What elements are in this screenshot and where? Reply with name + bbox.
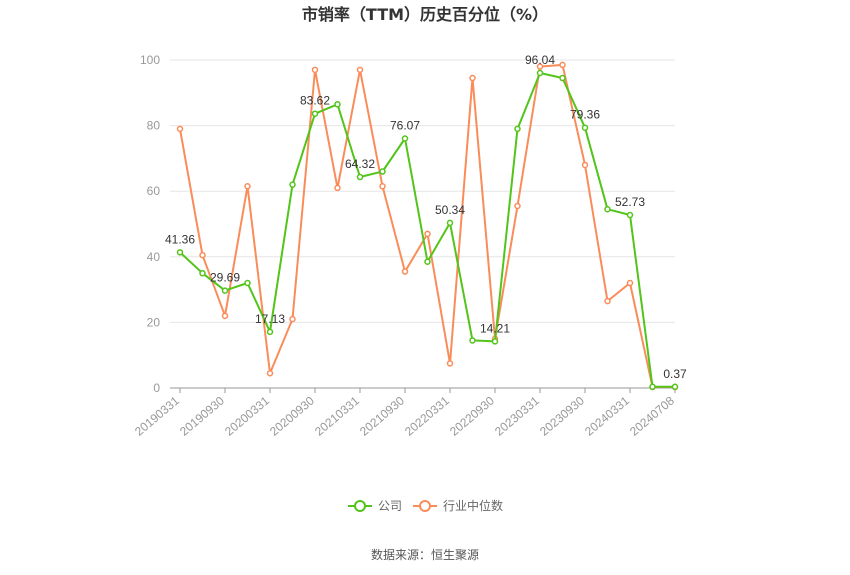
data-label: 29.69 xyxy=(210,271,240,285)
company-point[interactable] xyxy=(514,125,521,133)
x-tick-label: 20240331 xyxy=(582,393,632,438)
y-tick-label: 100 xyxy=(140,53,160,67)
data-label: 50.34 xyxy=(435,203,465,217)
industry-median-point[interactable] xyxy=(559,61,566,69)
industry-median-point[interactable] xyxy=(266,369,274,377)
company-point[interactable] xyxy=(289,181,296,188)
company-point[interactable] xyxy=(671,383,679,391)
company-point[interactable] xyxy=(176,249,184,256)
company-point[interactable] xyxy=(311,110,319,117)
y-tick-label: 20 xyxy=(147,315,161,329)
company-point[interactable] xyxy=(244,279,251,287)
data-labels: 41.36 29.69 17.13 83.62 64.32 76.07 50.34 14.21… xyxy=(165,53,687,381)
data-label: 79.36 xyxy=(570,108,600,122)
data-label: 17.13 xyxy=(255,312,285,326)
legend[interactable]: 公司 行业中位数 xyxy=(348,498,503,513)
company-point[interactable] xyxy=(266,328,274,336)
data-label: 14.21 xyxy=(480,321,510,335)
company-point[interactable] xyxy=(199,269,206,277)
x-tick-label: 20190930 xyxy=(177,393,227,438)
company-point[interactable] xyxy=(401,135,409,142)
industry-median-point[interactable] xyxy=(199,251,206,259)
industry-median-point[interactable] xyxy=(604,297,611,305)
company-point[interactable] xyxy=(446,219,454,227)
y-tick-label: 40 xyxy=(147,250,161,264)
data-label: 52.73 xyxy=(615,195,645,209)
legend-item-company[interactable]: 公司 xyxy=(348,499,402,513)
industry-median-point[interactable] xyxy=(221,312,229,320)
company-line xyxy=(179,72,675,388)
legend-marker-icon xyxy=(354,500,366,512)
data-label: 0.37 xyxy=(663,367,687,381)
y-tick-label: 0 xyxy=(153,381,160,395)
x-tick-label: 20210331 xyxy=(312,393,362,438)
industry-median-point[interactable] xyxy=(311,66,319,74)
company-point[interactable] xyxy=(424,258,431,265)
data-label: 96.04 xyxy=(525,53,555,67)
y-tick-label: 80 xyxy=(147,119,161,133)
x-tick-label: 20200930 xyxy=(267,393,317,438)
company-point[interactable] xyxy=(379,168,386,175)
chart-title: 市销率（TTM）历史百分位（%） xyxy=(302,5,548,24)
industry-median-point[interactable] xyxy=(424,230,431,238)
company-point[interactable] xyxy=(221,287,229,294)
industry-median-point[interactable] xyxy=(289,315,296,323)
industry-median-point[interactable] xyxy=(581,161,589,169)
company-point[interactable] xyxy=(649,383,656,391)
company-point[interactable] xyxy=(581,124,589,131)
data-label: 64.32 xyxy=(345,157,375,171)
x-tick-label: 20240708 xyxy=(627,393,677,438)
company-point[interactable] xyxy=(491,338,499,345)
industry-median-point[interactable] xyxy=(244,183,251,190)
legend-label: 行业中位数 xyxy=(443,498,503,513)
y-tick-label: 60 xyxy=(147,184,161,198)
industry-median-point[interactable] xyxy=(514,202,521,210)
industry-median-line xyxy=(179,63,675,388)
data-label: 76.07 xyxy=(390,118,420,132)
industry-median-point[interactable] xyxy=(176,125,184,133)
industry-median-point[interactable] xyxy=(334,184,341,192)
series-layer xyxy=(176,61,679,391)
industry-median-point[interactable] xyxy=(401,268,409,275)
legend-label: 公司 xyxy=(378,499,402,513)
data-label: 83.62 xyxy=(300,94,330,108)
company-point[interactable] xyxy=(604,205,611,213)
company-point[interactable] xyxy=(626,211,634,219)
legend-marker-icon xyxy=(419,500,431,512)
industry-median-point[interactable] xyxy=(446,360,454,367)
x-tick-label: 20230331 xyxy=(492,393,542,438)
x-tick-label: 20220930 xyxy=(447,393,497,438)
company-point[interactable] xyxy=(469,337,476,344)
industry-median-point[interactable] xyxy=(469,74,476,82)
industry-median-point[interactable] xyxy=(379,183,386,190)
company-point[interactable] xyxy=(356,173,364,181)
company-point[interactable] xyxy=(559,74,566,82)
company-point[interactable] xyxy=(334,101,341,108)
grid xyxy=(170,59,675,323)
legend-item-industry-median[interactable]: 行业中位数 xyxy=(413,498,503,513)
data-label: 41.36 xyxy=(165,232,195,246)
x-tick-label: 20210930 xyxy=(357,393,407,438)
x-tick-label: 20190331 xyxy=(132,393,182,438)
x-tick-label: 20230930 xyxy=(537,393,587,438)
source-note: 数据来源：恒生聚源 xyxy=(371,547,479,562)
industry-median-point[interactable] xyxy=(536,63,544,70)
x-tick-label: 20220331 xyxy=(402,393,452,438)
industry-median-point[interactable] xyxy=(626,279,634,287)
company-point[interactable] xyxy=(536,69,544,77)
industry-median-point[interactable] xyxy=(356,66,364,74)
x-tick-label: 20200331 xyxy=(222,393,272,438)
